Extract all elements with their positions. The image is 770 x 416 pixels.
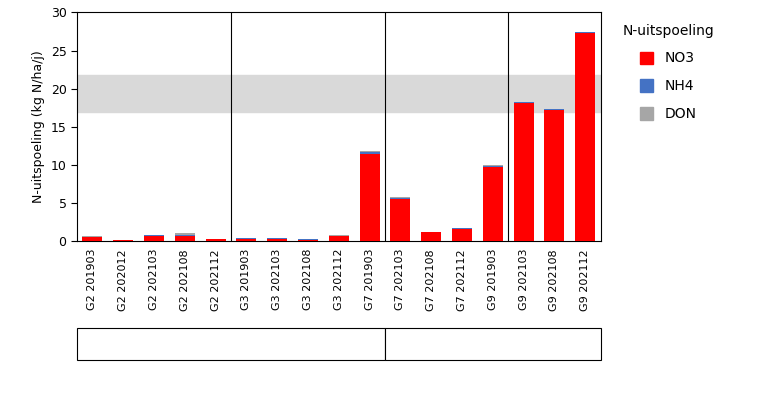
Bar xyxy=(267,239,287,241)
FancyBboxPatch shape xyxy=(77,328,385,360)
Bar xyxy=(298,240,318,241)
Bar xyxy=(267,238,287,239)
Bar xyxy=(360,152,380,154)
Bar xyxy=(206,239,226,241)
Legend: NO3, NH4, DON: NO3, NH4, DON xyxy=(618,20,718,126)
Text: niet geplagd: niet geplagd xyxy=(449,337,537,351)
Bar xyxy=(575,33,595,241)
Bar xyxy=(452,229,472,241)
Bar xyxy=(390,198,410,241)
Bar xyxy=(175,235,195,241)
Bar xyxy=(329,235,349,236)
Bar xyxy=(113,240,133,241)
Bar xyxy=(544,109,564,110)
Bar xyxy=(360,151,380,152)
Bar xyxy=(390,197,410,198)
Bar xyxy=(360,154,380,241)
Bar xyxy=(452,228,472,229)
Bar xyxy=(329,236,349,241)
Bar xyxy=(82,237,102,238)
Bar xyxy=(236,238,256,239)
Bar xyxy=(82,238,102,241)
Bar xyxy=(144,235,164,241)
Text: geplagd: geplagd xyxy=(203,337,259,351)
Bar xyxy=(483,166,503,241)
FancyBboxPatch shape xyxy=(385,328,601,360)
Y-axis label: N-uitspoeling (kg N/ha/j): N-uitspoeling (kg N/ha/j) xyxy=(32,50,45,203)
Bar xyxy=(575,32,595,33)
Bar xyxy=(77,75,601,111)
Bar xyxy=(544,110,564,241)
Bar xyxy=(236,239,256,241)
Bar xyxy=(514,102,534,103)
Bar xyxy=(421,232,441,241)
Bar xyxy=(175,233,195,235)
Bar xyxy=(514,103,534,241)
